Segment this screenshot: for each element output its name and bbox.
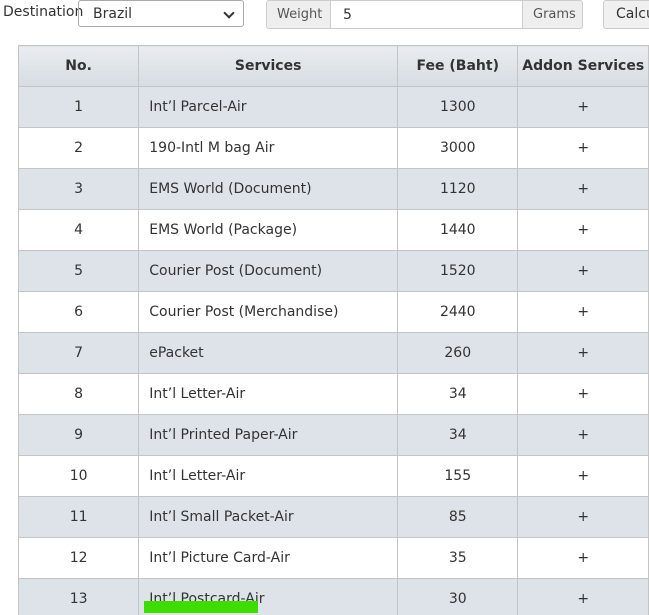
table-row: 8 Int’l Letter-Air 34 + [17,373,649,415]
fee: 1440 [397,209,519,251]
service-name: Int’l Letter-Air [138,373,399,415]
weight-input[interactable]: 5 [330,0,523,29]
column-header: Fee (Baht) [397,45,519,87]
fee: 85 [397,496,519,538]
addon-button[interactable]: + [517,578,649,615]
rates-table: No. Services Fee (Baht) Addon Services 1 Int… [17,45,649,615]
row-number: 9 [17,414,140,456]
fee: 30 [397,578,519,615]
fee: 2440 [397,291,519,333]
fee: 260 [397,332,519,374]
fee: 3000 [397,127,519,169]
fee: 34 [397,414,519,456]
table-row: 2 190-Intl M bag Air 3000 + [17,127,649,169]
row-number: 13 [17,578,140,615]
weight-label: Weight [266,0,331,29]
table-row: 10 Int’l Letter-Air 155 + [17,455,649,497]
column-header: Services [138,45,399,87]
row-number: 8 [17,373,140,415]
fee: 1520 [397,250,519,292]
service-name: Courier Post (Merchandise) [138,291,399,333]
addon-button[interactable]: + [517,250,649,292]
table-row: 9 Int’l Printed Paper-Air 34 + [17,414,649,456]
row-number: 4 [17,209,140,251]
row-number: 2 [17,127,140,169]
table-row: 7 ePacket 260 + [17,332,649,374]
table-row: 1 Int’l Parcel-Air 1300 + [17,86,649,128]
fee: 1300 [397,86,519,128]
service-name: Int’l Parcel-Air [138,86,399,128]
row-number: 10 [17,455,140,497]
table-row: 12 Int’l Picture Card-Air 35 + [17,537,649,579]
table-row: 5 Courier Post (Document) 1520 + [17,250,649,292]
service-name: EMS World (Package) [138,209,399,251]
table-row: 11 Int’l Small Packet-Air 85 + [17,496,649,538]
table-body: 1 Int’l Parcel-Air 1300 +2 190-Intl M bag Ai… [17,86,649,615]
service-name: Int’l Letter-Air [138,455,399,497]
addon-button[interactable]: + [517,373,649,415]
row-number: 1 [17,86,140,128]
row-number: 11 [17,496,140,538]
addon-button[interactable]: + [517,455,649,497]
addon-button[interactable]: + [517,332,649,374]
addon-button[interactable]: + [517,414,649,456]
row-number: 7 [17,332,140,374]
service-name: ePacket [138,332,399,374]
service-name: EMS World (Document) [138,168,399,210]
table-row: 3 EMS World (Document) 1120 + [17,168,649,210]
fee: 155 [397,455,519,497]
addon-button[interactable]: + [517,537,649,579]
destination-select[interactable]: Brazil [78,0,244,27]
fee: 35 [397,537,519,579]
row-number: 6 [17,291,140,333]
addon-button[interactable]: + [517,291,649,333]
highlight [144,601,258,613]
row-number: 5 [17,250,140,292]
column-header: No. [17,45,140,87]
header-row: No. Services Fee (Baht) Addon Services [17,45,649,87]
weight-unit: Grams [522,0,583,29]
destination-label: Destination [3,4,84,20]
table-row: 13 Int’l Postcard-Air 30 + [17,578,649,615]
calculate-button[interactable]: Calculate [603,0,649,29]
addon-button[interactable]: + [517,168,649,210]
addon-button[interactable]: + [517,496,649,538]
fee: 1120 [397,168,519,210]
fee: 34 [397,373,519,415]
service-name: 190-Intl M bag Air [138,127,399,169]
service-name: Int’l Picture Card-Air [138,537,399,579]
service-name: Int’l Postcard-Air [138,578,399,615]
service-name: Int’l Printed Paper-Air [138,414,399,456]
row-number: 12 [17,537,140,579]
service-name: Courier Post (Document) [138,250,399,292]
addon-button[interactable]: + [517,86,649,128]
column-header: Addon Services [517,45,649,87]
addon-button[interactable]: + [517,127,649,169]
table-row: 4 EMS World (Package) 1440 + [17,209,649,251]
service-name: Int’l Small Packet-Air [138,496,399,538]
row-number: 3 [17,168,140,210]
table-row: 6 Courier Post (Merchandise) 2440 + [17,291,649,333]
addon-button[interactable]: + [517,209,649,251]
